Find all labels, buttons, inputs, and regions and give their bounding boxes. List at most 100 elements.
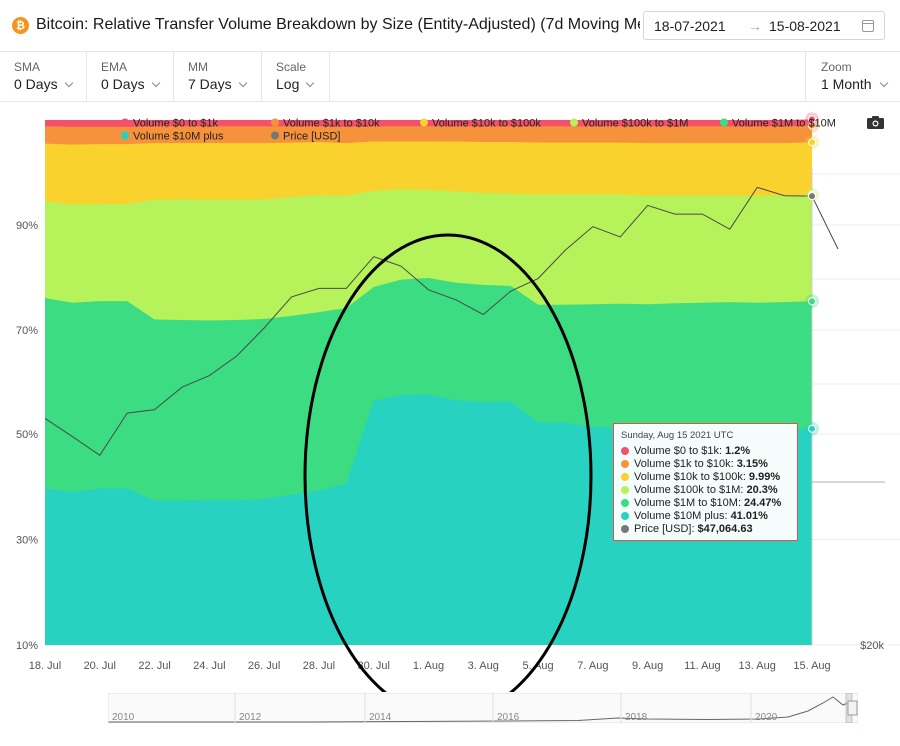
x-tick-label: 20. Jul: [84, 660, 116, 672]
x-tick-label: 7. Aug: [577, 660, 608, 672]
tooltip-label: Price [USD]:: [634, 522, 695, 535]
bitcoin-icon: ₿: [12, 17, 29, 34]
calendar-icon[interactable]: [862, 20, 874, 32]
chevron-down-icon: [64, 78, 73, 88]
tooltip-dot: [621, 511, 629, 520]
hover-markers: [805, 112, 885, 645]
chart-header: ₿ Bitcoin: Relative Transfer Volume Brea…: [0, 0, 900, 52]
scale-label: Scale: [276, 60, 307, 74]
tooltip-date: Sunday, Aug 15 2021 UTC: [621, 430, 734, 441]
scale-dropdown[interactable]: Scale Log: [262, 52, 330, 102]
chevron-down-icon: [151, 78, 160, 88]
y-tick-label: 70%: [16, 325, 38, 337]
y-tick-label: 90%: [16, 220, 38, 232]
tooltip-row: Volume $10M plus: 41.01%: [621, 509, 790, 522]
x-tick-label: 9. Aug: [632, 660, 663, 672]
tooltip-rows: Volume $0 to $1k: 1.2% Volume $1k to $10k:…: [621, 444, 790, 535]
tooltip-value: 41.01%: [730, 509, 768, 522]
tooltip-label: Volume $0 to $1k:: [634, 444, 723, 457]
tooltip-dot: [621, 472, 629, 481]
legend-item: Volume $100k to $1M: [582, 118, 688, 130]
navigator-years: 2010 2012 2014 2016 2018 2020: [108, 693, 778, 723]
tooltip-row: Volume $0 to $1k: 1.2%: [621, 444, 790, 457]
legend-item: Volume $10M plus: [133, 131, 224, 143]
tooltip-row: Volume $1M to $10M: 24.47%: [621, 496, 790, 509]
data-point-marker: [808, 297, 816, 306]
tooltip-value: 9.99%: [748, 470, 781, 483]
date-to[interactable]: 15-08-2021: [769, 18, 841, 34]
sma-label: SMA: [14, 60, 41, 74]
scale-value: Log: [276, 76, 300, 92]
tooltip-row: Volume $100k to $1M: 20.3%: [621, 483, 790, 496]
y-tick-label: 50%: [16, 429, 38, 441]
tooltip-row: Volume $10k to $100k: 9.99%: [621, 470, 790, 483]
navigator-year-label: 2014: [369, 712, 392, 723]
navigator-handle[interactable]: [847, 700, 858, 716]
chart-controls: SMA 0 Days EMA 0 Days MM 7 Days Scale Lo…: [0, 52, 900, 102]
price-line-group: [44, 186, 839, 456]
tooltip-dot: [621, 459, 629, 468]
chart-legend[interactable]: Volume $0 to $1k Volume $1k to $10k Volume…: [121, 118, 836, 143]
x-tick-label: 26. Jul: [248, 660, 280, 672]
navigator-series: [108, 696, 851, 723]
tooltip-dot: [621, 498, 629, 507]
legend-dot: [121, 131, 129, 140]
tooltip-dot: [621, 485, 629, 494]
navigator[interactable]: 2010 2012 2014 2016 2018 2020: [108, 693, 858, 723]
chevron-down-icon: [306, 78, 315, 88]
chevron-down-icon: [238, 78, 247, 88]
chart-tooltip: Sunday, Aug 15 2021 UTC Volume $0 to $1k…: [613, 423, 798, 541]
ellipse-highlight: [303, 233, 593, 692]
navigator-year-label: 2010: [112, 712, 135, 723]
tooltip-value: 3.15%: [736, 457, 768, 470]
sma-dropdown[interactable]: SMA 0 Days: [0, 52, 87, 102]
sma-value-wrap: 0 Days: [14, 76, 73, 92]
tooltip-label: Volume $1M to $10M:: [634, 496, 742, 509]
tooltip-value: 1.2%: [725, 444, 751, 457]
tooltip-label: Volume $10M plus:: [634, 509, 728, 522]
legend-dot: [720, 118, 728, 127]
chart-area[interactable]: glassnode 10%30%50%70%90%$20k 18. Jul20.…: [0, 102, 900, 692]
price-line: [44, 186, 839, 456]
legend-dot: [570, 118, 578, 127]
mm-value-wrap: 7 Days: [188, 76, 247, 92]
y2-tick-label: $20k: [860, 640, 884, 652]
tooltip-value: $47,064.63: [697, 522, 753, 535]
date-from[interactable]: 18-07-2021: [654, 18, 726, 34]
data-point-marker: [808, 424, 816, 433]
legend-item: Volume $1M to $10M: [732, 118, 836, 130]
zoom-dropdown[interactable]: Zoom 1 Month: [805, 52, 900, 102]
legend-dot: [271, 118, 279, 127]
legend-item: Price [USD]: [283, 131, 340, 143]
x-tick-label: 1. Aug: [413, 660, 444, 672]
mm-value: 7 Days: [188, 76, 232, 92]
camera-icon[interactable]: [867, 116, 884, 129]
zoom-value-wrap: 1 Month: [821, 76, 888, 92]
tooltip-label: Volume $10k to $100k:: [634, 470, 746, 483]
ema-label: EMA: [101, 60, 128, 74]
legend-item: Volume $1k to $10k: [283, 118, 380, 130]
x-tick-label: 13. Aug: [739, 660, 776, 672]
date-range-picker[interactable]: 18-07-2021 → 15-08-2021: [643, 11, 885, 40]
navigator-year-label: 2018: [625, 712, 648, 723]
x-tick-label: 5. Aug: [522, 660, 553, 672]
tooltip-row: Price [USD]: $47,064.63: [621, 522, 790, 535]
tooltip-value: 24.47%: [744, 496, 782, 509]
tooltip-value: 20.3%: [746, 483, 778, 496]
legend-dot: [271, 131, 279, 140]
tooltip-dot: [621, 524, 629, 533]
navigator-year-label: 2020: [755, 712, 778, 723]
mm-dropdown[interactable]: MM 7 Days: [174, 52, 262, 102]
navigator-year-label: 2012: [239, 712, 262, 723]
ema-value: 0 Days: [101, 76, 145, 92]
ema-value-wrap: 0 Days: [101, 76, 160, 92]
tooltip-label: Volume $1k to $10k:: [634, 457, 734, 470]
sma-value: 0 Days: [14, 76, 58, 92]
tooltip-label: Volume $100k to $1M:: [634, 483, 744, 496]
legend-dot: [121, 118, 129, 127]
mm-label: MM: [188, 60, 208, 74]
zoom-label: Zoom: [821, 60, 852, 74]
ema-dropdown[interactable]: EMA 0 Days: [87, 52, 174, 102]
y-tick-label: 10%: [16, 640, 38, 652]
navigator-year-label: 2016: [497, 712, 520, 723]
